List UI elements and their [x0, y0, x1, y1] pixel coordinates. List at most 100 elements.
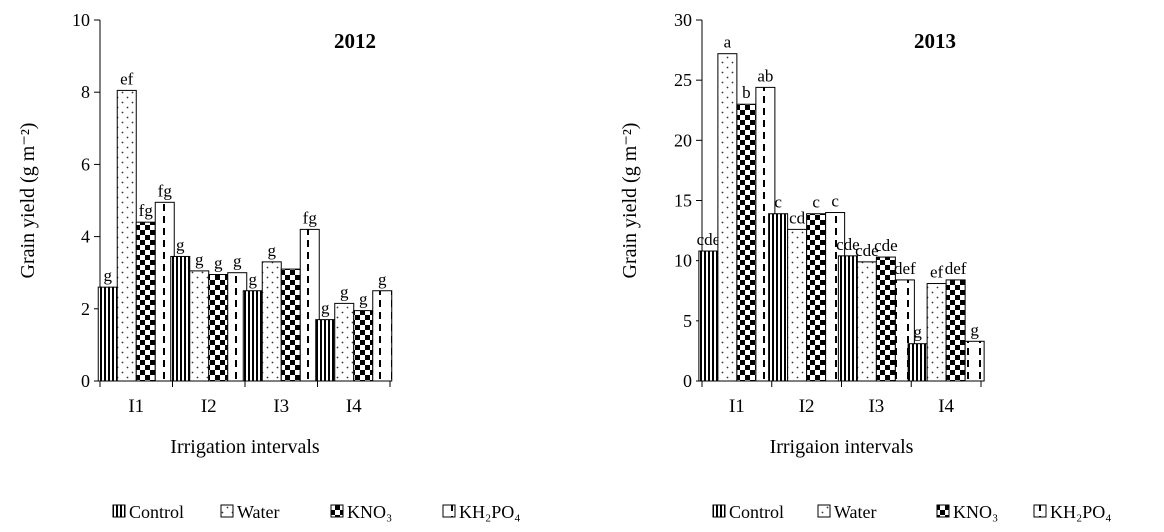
significance-letter: def	[945, 259, 967, 278]
legend: Control Water KNO₃ KH₂PO₄	[112, 502, 521, 522]
legend: Control Water KNO₃ KH₂PO₄	[712, 502, 1112, 522]
bar-kno	[208, 274, 229, 382]
legend-swatch	[112, 504, 126, 518]
y-tick-label: 6	[81, 154, 90, 174]
bar-khpo	[372, 290, 393, 382]
legend-swatch	[817, 504, 831, 518]
significance-letter: g	[249, 270, 258, 289]
y-tick-label: 4	[81, 227, 90, 247]
y-tick-label: 30	[674, 10, 692, 30]
legend-label: Water	[237, 502, 280, 522]
significance-letter: fg	[139, 201, 154, 220]
significance-letter: cde	[836, 235, 860, 254]
significance-letter: def	[894, 259, 916, 278]
bar-control	[907, 343, 928, 382]
y-tick-label: 0	[81, 371, 90, 391]
significance-letter: ef	[120, 69, 134, 88]
bar-control	[837, 255, 858, 382]
bar-control	[698, 250, 719, 382]
significance-letter: g	[378, 270, 387, 289]
significance-letter: a	[724, 33, 732, 52]
x-axis-label: Irrigaion intervals	[770, 436, 914, 458]
significance-letter: g	[913, 323, 922, 342]
significance-letter: g	[176, 235, 185, 254]
significance-letter: c	[831, 192, 839, 211]
bar-kno	[353, 310, 374, 382]
x-axis-label: Irrigation intervals	[170, 436, 320, 458]
legend-label: Control	[129, 502, 184, 522]
y-axis-label: Grain yield (g m⁻²)	[619, 123, 641, 279]
bar-control	[170, 255, 191, 382]
bar-kno	[945, 279, 966, 382]
x-category-label: I2	[799, 396, 815, 417]
significance-letter: cde	[874, 236, 898, 255]
legend-swatch	[712, 504, 726, 518]
bar-khpo	[964, 340, 985, 382]
significance-letter: b	[742, 83, 751, 102]
y-tick-label: 0	[683, 371, 692, 391]
significance-letter: cde	[697, 230, 721, 249]
bar-water	[926, 283, 947, 382]
significance-letter: g	[268, 241, 277, 260]
bar-water	[856, 261, 877, 382]
bar-water	[116, 89, 137, 382]
chart-title: 2013	[914, 29, 956, 53]
bar-control	[315, 319, 336, 382]
significance-letter: cde	[855, 241, 879, 260]
y-tick-label: 10	[674, 251, 692, 271]
y-tick-label: 8	[81, 82, 90, 102]
significance-letter: g	[214, 254, 223, 273]
significance-letter: c	[812, 193, 820, 212]
significance-letter: g	[970, 320, 979, 339]
legend-swatch	[1033, 504, 1047, 518]
x-category-label: I4	[346, 396, 362, 417]
bar-water	[189, 270, 210, 382]
x-category-label: I2	[201, 396, 217, 417]
significance-letter: g	[340, 282, 349, 301]
bar-water	[261, 261, 282, 382]
bar-water	[717, 53, 738, 382]
legend-swatch	[330, 504, 344, 518]
y-tick-label: 20	[674, 130, 692, 150]
significance-letter: fg	[303, 208, 318, 227]
bar-water	[334, 302, 355, 382]
x-category-label: I3	[273, 396, 289, 417]
legend-label: KNO₃	[347, 502, 392, 522]
legend-label: KH₂PO₄	[1050, 502, 1112, 522]
x-category-label: I1	[729, 396, 745, 417]
bar-khpo	[299, 228, 320, 382]
y-tick-label: 2	[81, 299, 90, 319]
significance-letter: g	[359, 290, 368, 309]
significance-letter: g	[233, 252, 242, 271]
significance-letter: g	[104, 266, 113, 285]
bar-kno	[806, 213, 827, 382]
significance-letter: c	[774, 193, 782, 212]
bar-kno	[280, 268, 301, 382]
bar-control	[97, 286, 118, 382]
legend-swatch	[936, 504, 950, 518]
legend-label: Water	[834, 502, 877, 522]
bar-control	[242, 290, 263, 382]
bar-water	[787, 228, 808, 382]
bar-control	[768, 213, 789, 382]
significance-letter: g	[321, 299, 330, 318]
significance-letter: cd	[789, 208, 806, 227]
significance-letter: g	[195, 250, 204, 269]
bar-kno	[875, 256, 896, 382]
y-tick-label: 10	[72, 10, 90, 30]
bar-kno	[736, 103, 757, 382]
bar-kno	[135, 221, 156, 382]
legend-label: Control	[729, 502, 784, 522]
chart-title: 2012	[334, 29, 376, 53]
significance-letter: ef	[930, 263, 944, 282]
significance-letter: fg	[158, 181, 173, 200]
significance-letter: ab	[757, 66, 773, 85]
legend-swatch	[220, 504, 234, 518]
y-tick-label: 15	[674, 191, 692, 211]
legend-swatch	[442, 504, 456, 518]
x-category-label: I3	[868, 396, 884, 417]
y-axis-label: Grain yield (g m⁻²)	[17, 123, 39, 279]
